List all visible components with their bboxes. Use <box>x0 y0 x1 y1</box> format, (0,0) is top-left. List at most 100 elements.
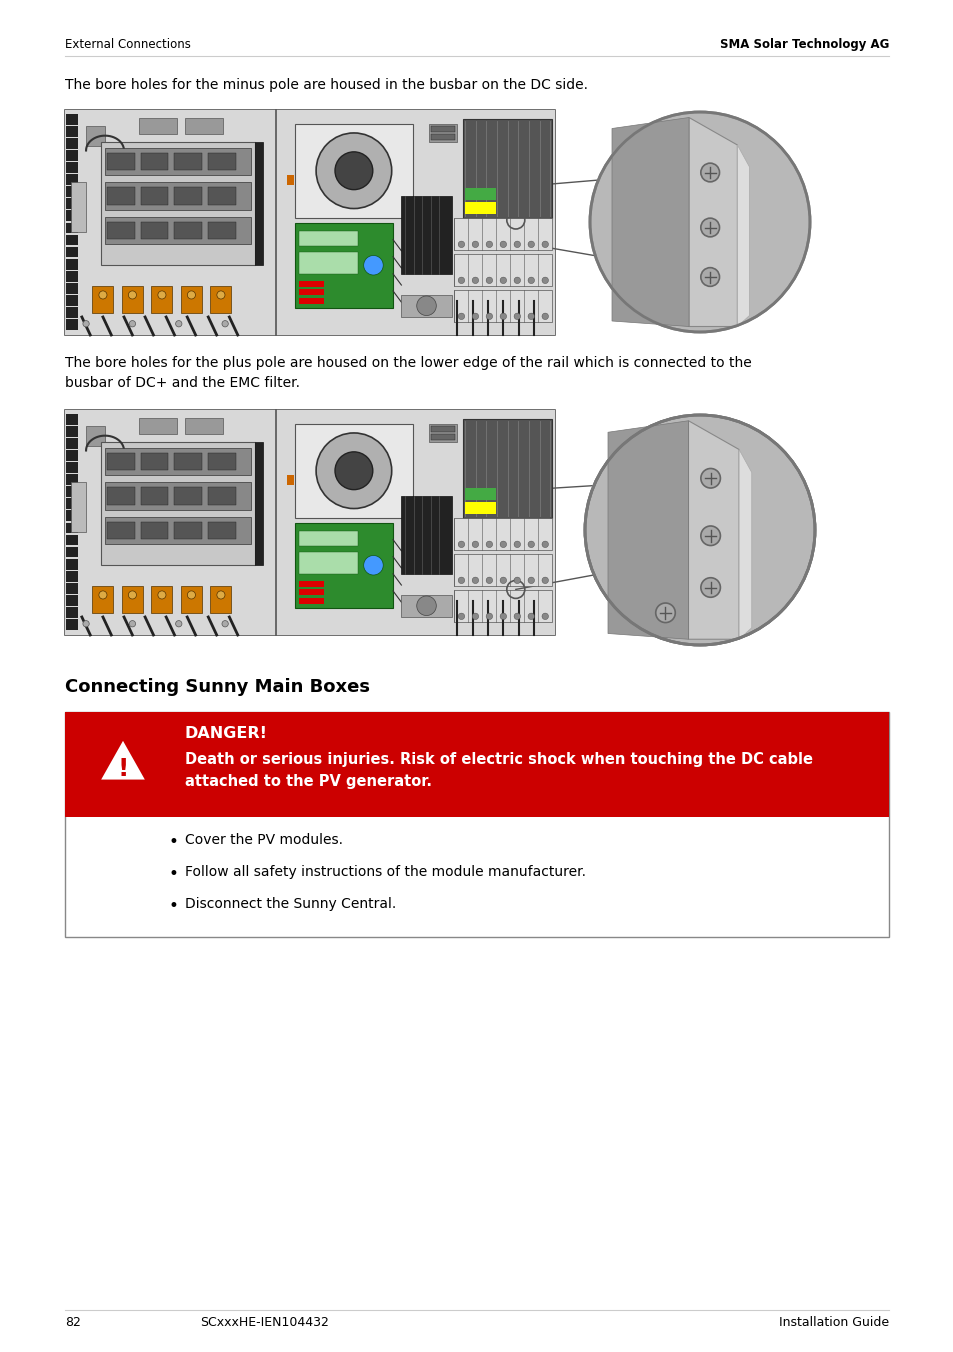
Circle shape <box>527 577 534 584</box>
Polygon shape <box>737 145 749 326</box>
Bar <box>105 448 251 475</box>
Circle shape <box>514 541 520 548</box>
Bar <box>71 183 86 231</box>
Text: SCxxxHE-IEN104432: SCxxxHE-IEN104432 <box>200 1315 329 1329</box>
Circle shape <box>363 256 383 274</box>
Bar <box>454 254 552 287</box>
Bar <box>65 713 888 817</box>
Circle shape <box>486 612 492 619</box>
Bar <box>66 619 78 630</box>
Bar <box>299 553 357 573</box>
Bar <box>66 283 78 293</box>
Circle shape <box>541 612 548 619</box>
Bar <box>66 487 78 498</box>
Bar <box>454 289 552 322</box>
Bar <box>107 222 134 239</box>
Text: The bore holes for the minus pole are housed in the busbar on the DC side.: The bore holes for the minus pole are ho… <box>65 78 587 92</box>
Text: SMA Solar Technology AG: SMA Solar Technology AG <box>719 38 888 51</box>
Bar <box>140 222 168 239</box>
Circle shape <box>541 577 548 584</box>
Polygon shape <box>607 420 688 639</box>
Circle shape <box>457 541 464 548</box>
Circle shape <box>486 577 492 584</box>
Circle shape <box>335 452 373 489</box>
Bar <box>401 196 451 274</box>
Bar <box>299 231 357 246</box>
Bar <box>138 118 176 134</box>
Bar <box>65 713 888 937</box>
Bar <box>107 522 134 539</box>
Circle shape <box>129 621 135 627</box>
Bar <box>66 319 78 330</box>
Bar <box>401 495 451 575</box>
Circle shape <box>129 591 136 599</box>
Circle shape <box>655 603 675 622</box>
Circle shape <box>457 612 464 619</box>
Circle shape <box>499 612 506 619</box>
Bar <box>65 110 555 335</box>
Circle shape <box>222 621 228 627</box>
Bar <box>431 134 455 139</box>
Bar <box>462 119 552 218</box>
Bar <box>401 595 451 617</box>
Circle shape <box>216 591 225 599</box>
Circle shape <box>83 320 90 327</box>
Circle shape <box>187 291 195 299</box>
Bar <box>275 110 555 335</box>
Bar <box>66 522 78 533</box>
Circle shape <box>157 591 166 599</box>
Bar <box>86 126 105 146</box>
Circle shape <box>175 621 182 627</box>
Bar <box>107 188 134 204</box>
Bar <box>208 453 235 470</box>
Circle shape <box>514 277 520 284</box>
Bar <box>294 522 393 608</box>
Bar <box>122 285 143 312</box>
Text: attached to the PV generator.: attached to the PV generator. <box>185 773 432 790</box>
Bar <box>122 585 143 612</box>
Bar <box>66 462 78 473</box>
Circle shape <box>541 541 548 548</box>
Bar <box>208 222 235 239</box>
Bar <box>105 516 251 545</box>
Bar <box>66 246 78 257</box>
Circle shape <box>514 241 520 247</box>
Bar <box>299 289 323 295</box>
Circle shape <box>700 268 719 287</box>
Circle shape <box>472 612 478 619</box>
Bar <box>454 518 552 550</box>
Bar <box>211 285 232 312</box>
Text: The bore holes for the plus pole are housed on the lower edge of the rail which : The bore holes for the plus pole are hou… <box>65 356 751 370</box>
Circle shape <box>527 612 534 619</box>
Bar <box>254 142 263 265</box>
Circle shape <box>416 296 436 315</box>
Circle shape <box>187 591 195 599</box>
Bar <box>107 153 134 170</box>
Bar <box>464 502 496 514</box>
Text: 82: 82 <box>65 1315 81 1329</box>
Bar <box>254 442 263 565</box>
Bar <box>65 410 555 635</box>
Bar <box>66 499 78 510</box>
Bar <box>294 223 393 308</box>
Bar <box>66 558 78 569</box>
Circle shape <box>472 277 478 284</box>
Bar <box>174 487 202 504</box>
Circle shape <box>99 291 107 299</box>
Circle shape <box>216 291 225 299</box>
Bar <box>287 176 294 185</box>
Bar <box>294 423 412 518</box>
Circle shape <box>589 112 809 333</box>
Bar <box>208 153 235 170</box>
Bar <box>66 546 78 557</box>
Bar <box>86 426 105 446</box>
Bar <box>66 595 78 606</box>
Bar <box>454 554 552 587</box>
Circle shape <box>486 314 492 319</box>
Text: •: • <box>168 865 178 883</box>
Bar <box>92 285 113 312</box>
Bar <box>431 426 455 431</box>
Bar <box>299 598 323 604</box>
Bar <box>92 585 113 612</box>
Polygon shape <box>739 449 751 639</box>
